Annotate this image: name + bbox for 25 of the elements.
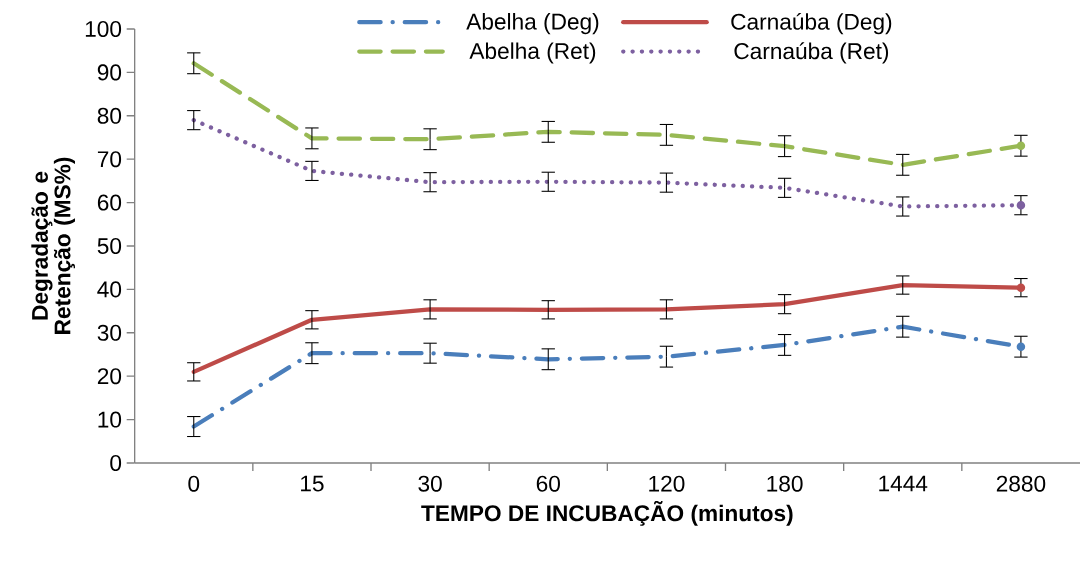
y-axis-title: Degradação e Retenção (MS%) [31,157,75,334]
legend-label: Abelha (Ret) [469,42,596,64]
y-tick-label: 50 [97,237,122,255]
y-tick-label: 70 [97,151,122,168]
y-tick-label: 30 [97,324,122,341]
x-tick-label: 60 [536,475,560,492]
x-tick-label: 30 [418,475,442,492]
x-tick-label: 120 [649,475,685,492]
x-tick-label: 0 [188,475,200,492]
y-tick-label: 100 [85,20,122,38]
x-tick-label: 15 [301,475,324,492]
legend-label: Carnaúba (Deg) [731,12,892,35]
x-tick-label: 1444 [879,475,928,492]
x-tick-label: 2880 [996,475,1046,492]
legend-label: Carnaúba (Ret) [734,42,889,64]
y-tick-label: 40 [97,281,122,298]
y-tick-label: 80 [97,107,122,124]
y-tick-label: 0 [110,454,122,472]
x-tick-label: 180 [767,475,803,492]
x-axis-title: TEMPO DE INCUBAÇÃO (minutos) [421,500,793,526]
y-tick-label: 20 [97,368,122,385]
y-tick-label: 60 [97,194,122,211]
y-tick-label: 90 [97,64,122,81]
legend-label: Abelha (Deg) [466,13,599,35]
y-tick-label: 10 [98,411,122,428]
